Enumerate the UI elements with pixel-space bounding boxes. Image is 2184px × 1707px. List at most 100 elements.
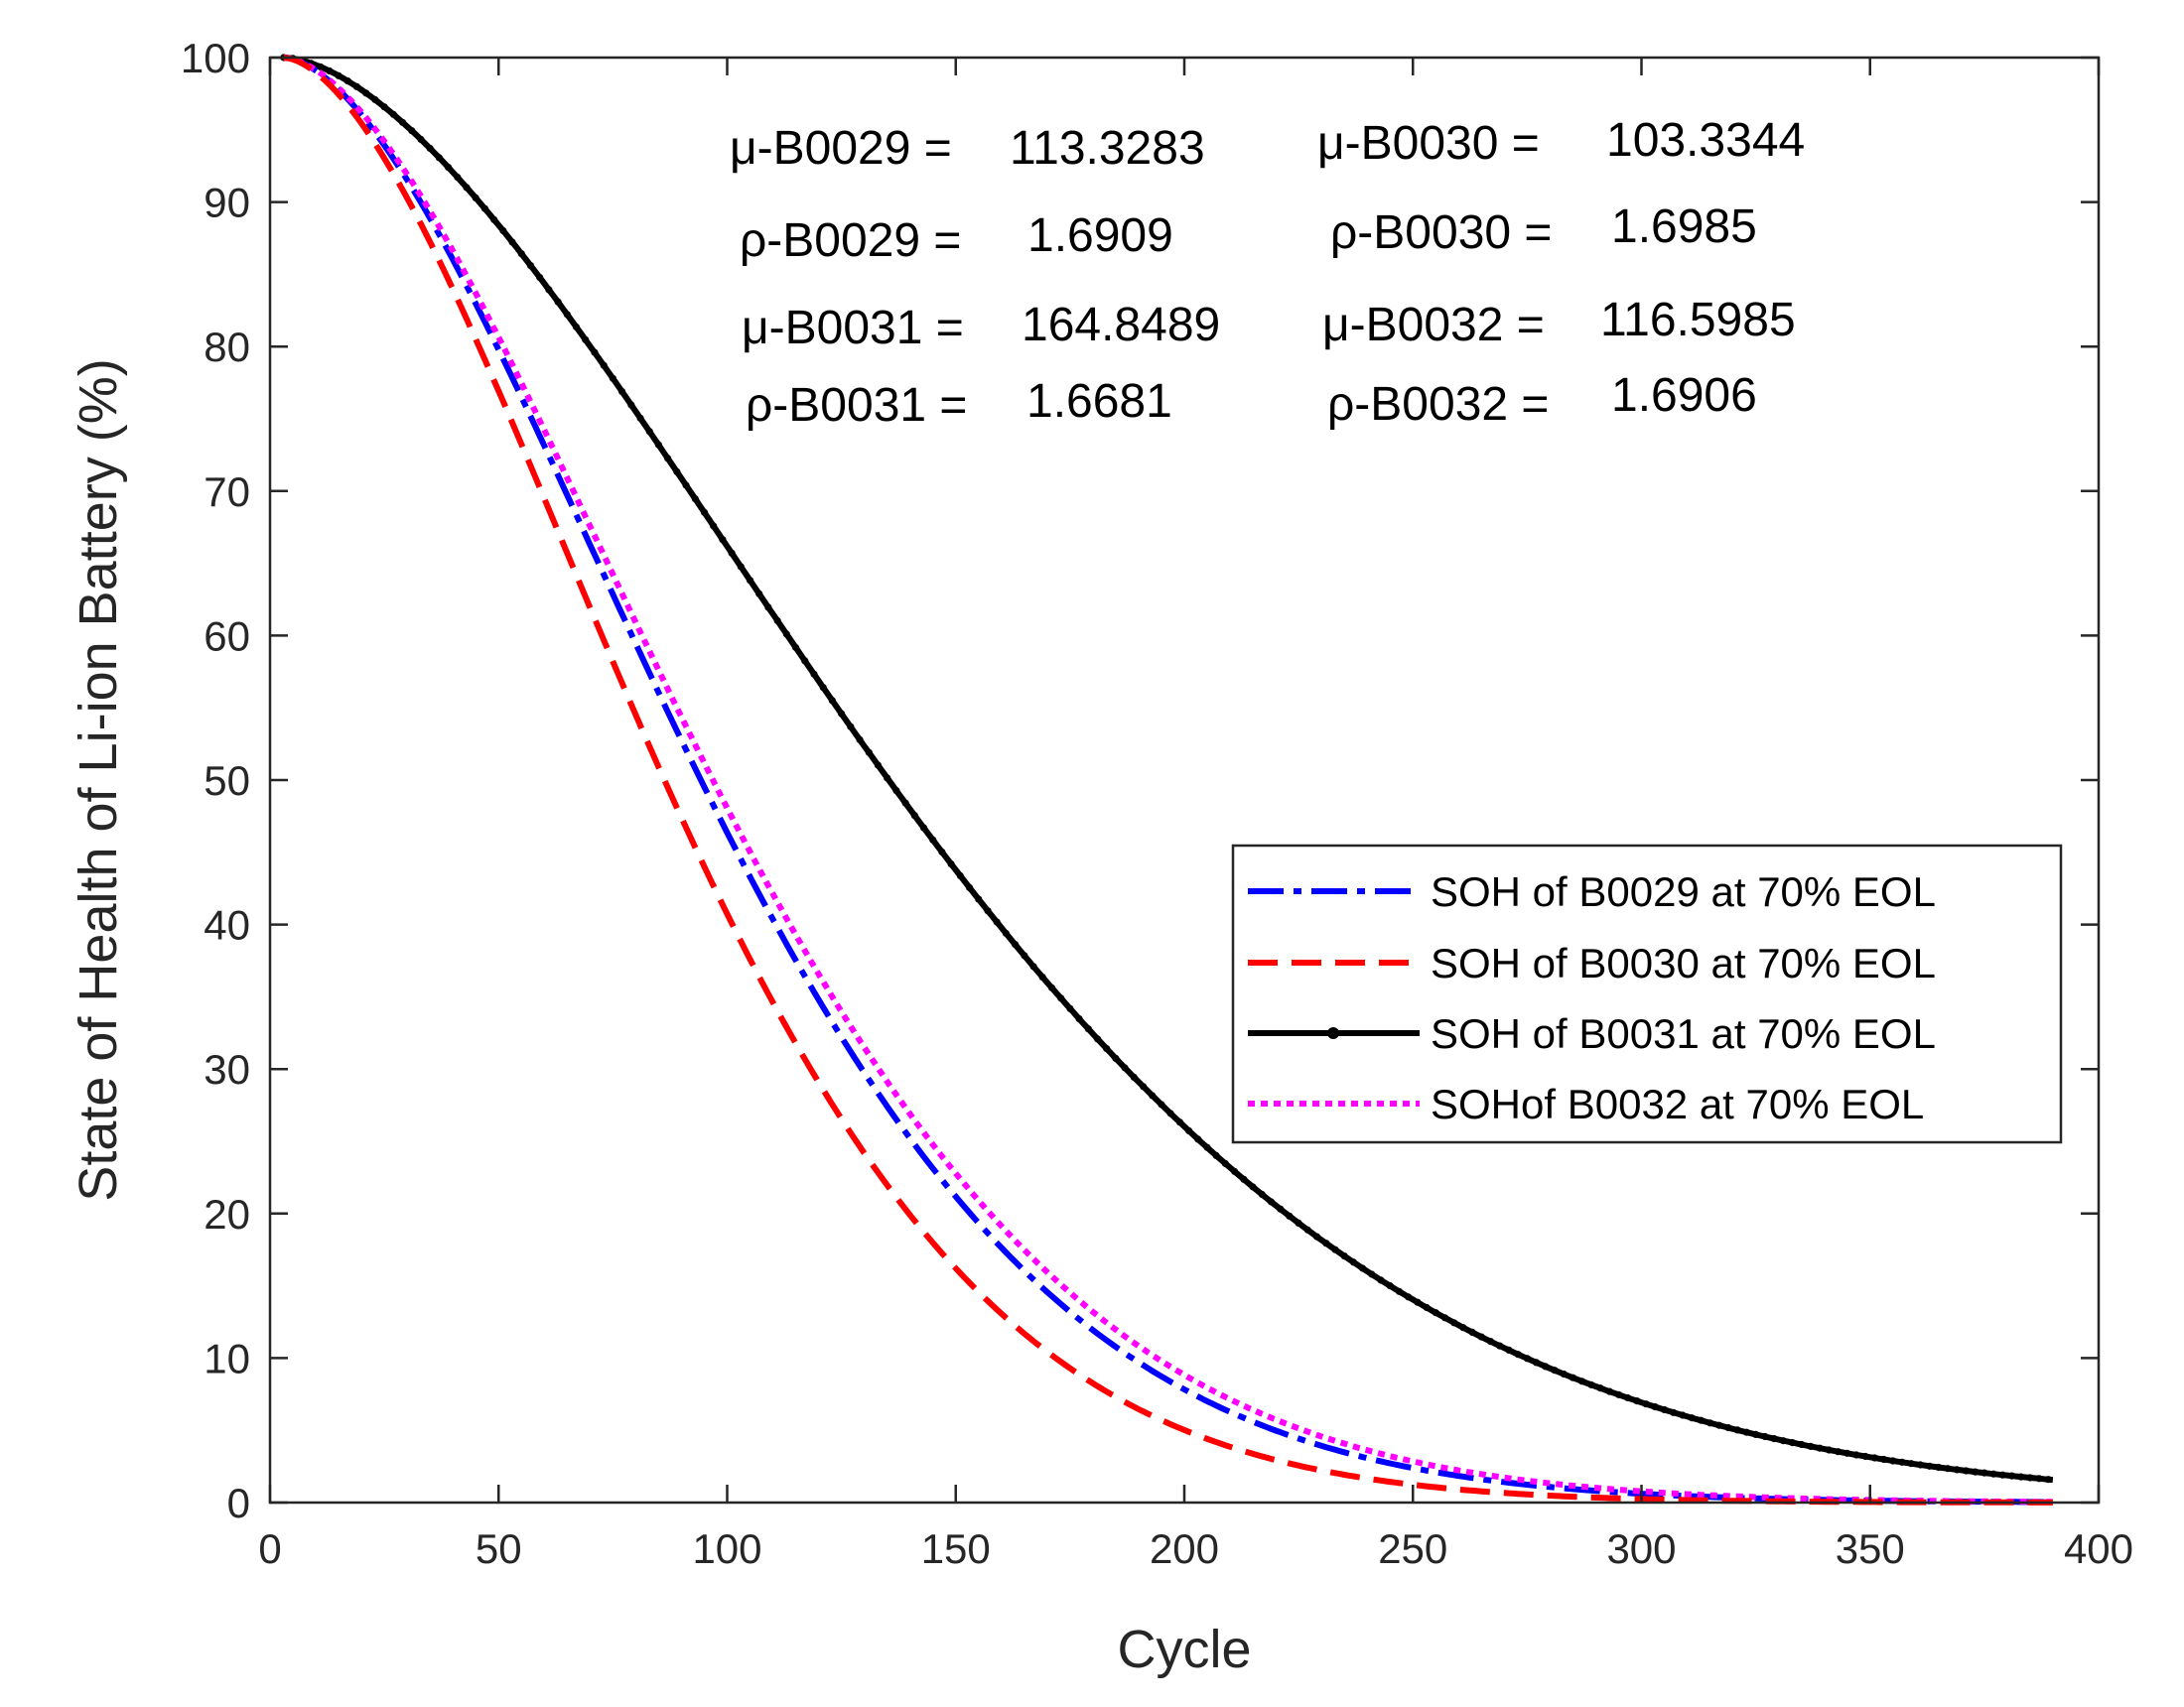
series-point-soh-of-b0031-at-70-eol [545,286,553,294]
series-point-soh-of-b0031-at-70-eol [1907,1460,1915,1468]
x-tick-label-100: 100 [692,1525,761,1572]
annotation-mu-b0031-value: 164.8489 [1022,299,1220,351]
annotation-rho-b0032-value: 1.6906 [1611,369,1757,422]
series-point-soh-of-b0031-at-70-eol [691,495,699,503]
parameter-annotations: μ-B0029 = 113.3283 ρ-B0029 = 1.6909 μ-B0… [730,114,1805,432]
y-tick-label-90: 90 [204,180,250,226]
series-point-soh-of-b0031-at-70-eol [2026,1474,2034,1482]
series-point-soh-of-b0031-at-70-eol [2044,1476,2052,1484]
x-tick-label-400: 400 [2064,1525,2133,1572]
series-point-soh-of-b0031-at-70-eol [1349,1258,1357,1266]
series-point-soh-of-b0031-at-70-eol [966,883,974,892]
series-point-soh-of-b0031-at-70-eol [1386,1282,1394,1290]
series-point-soh-of-b0031-at-70-eol [792,643,800,652]
series-point-soh-of-b0031-at-70-eol [1277,1205,1285,1213]
series-point-soh-of-b0031-at-70-eol [591,348,599,356]
series-point-soh-of-b0031-at-70-eol [1733,1426,1741,1434]
series-point-soh-of-b0031-at-70-eol [728,549,736,557]
series-point-soh-of-b0031-at-70-eol [1166,1110,1174,1117]
y-tick-label-0: 0 [227,1480,250,1526]
series-point-soh-of-b0031-at-70-eol [947,860,955,868]
series-point-soh-of-b0031-at-70-eol [975,895,983,903]
series-point-soh-of-b0031-at-70-eol [1468,1328,1476,1336]
series-point-soh-of-b0031-at-70-eol [1021,952,1028,960]
series-point-soh-of-b0031-at-70-eol [1440,1314,1449,1322]
series-point-soh-of-b0031-at-70-eol [1405,1293,1413,1301]
series-point-soh-of-b0031-at-70-eol [417,135,425,144]
annotation-mu-b0032-value: 116.5985 [1600,294,1796,346]
ticks-layer: 0 50 100 150 200 250 300 350 400 0 10 20 30 40 50 60 70 8… [181,35,2133,1572]
series-point-soh-of-b0031-at-70-eol [371,95,379,104]
series-point-soh-of-b0031-at-70-eol [609,374,617,382]
y-tick-label-80: 80 [204,324,250,370]
series-point-soh-of-b0031-at-70-eol [1834,1448,1843,1456]
series-point-soh-of-b0031-at-70-eol [1368,1270,1376,1278]
x-tick-label-250: 250 [1378,1525,1447,1572]
series-point-soh-of-b0031-at-70-eol [563,311,571,319]
series-point-soh-of-b0031-at-70-eol [1779,1437,1787,1445]
series-point-soh-of-b0031-at-70-eol [1843,1449,1851,1457]
annotation-mu-b0029-label: μ-B0029 = [730,122,952,175]
series-point-soh-of-b0031-at-70-eol [445,164,453,172]
series-point-soh-of-b0031-at-70-eol [1870,1454,1878,1462]
series-point-soh-of-b0031-at-70-eol [326,66,334,75]
series-point-soh-of-b0031-at-70-eol [362,89,370,97]
series-point-soh-of-b0031-at-70-eol [737,563,745,571]
series-point-soh-of-b0031-at-70-eol [1569,1374,1576,1381]
annotation-rho-b0030-label: ρ-B0030 = [1330,206,1552,259]
series-point-soh-of-b0031-at-70-eol [490,215,498,223]
series-point-soh-of-b0031-at-70-eol [819,684,827,692]
series-point-soh-of-b0031-at-70-eol [1880,1455,1888,1464]
series-point-soh-of-b0031-at-70-eol [517,250,525,258]
series-point-soh-of-b0031-at-70-eol [1935,1463,1943,1472]
y-tick-label-40: 40 [204,902,250,949]
series-point-soh-of-b0031-at-70-eol [1002,929,1011,938]
series-point-soh-of-b0031-at-70-eol [746,577,754,585]
series-line-sohof-b0032-at-70-eol [283,55,2053,1506]
series-point-soh-of-b0031-at-70-eol [627,401,635,409]
series-point-soh-of-b0031-at-70-eol [2007,1472,2016,1480]
series-point-soh-of-b0031-at-70-eol [884,774,891,782]
series-point-soh-of-b0031-at-70-eol [1798,1440,1806,1449]
series-point-soh-of-b0031-at-70-eol [1203,1143,1211,1151]
series-point-soh-of-b0031-at-70-eol [1093,1035,1102,1043]
series-point-soh-of-b0031-at-70-eol [1047,984,1056,991]
y-tick-label-100: 100 [181,35,250,81]
series-point-soh-of-b0031-at-70-eol [1194,1135,1202,1143]
series-point-soh-of-b0031-at-70-eol [1578,1378,1586,1385]
series-point-soh-of-b0031-at-70-eol [1140,1083,1148,1091]
series-point-soh-of-b0031-at-70-eol [1587,1380,1595,1388]
series-point-soh-of-b0031-at-70-eol [582,335,590,343]
series-point-soh-of-b0031-at-70-eol [773,616,781,625]
series-line-soh-of-b0030-at-70-eol [283,55,2053,1506]
series-point-soh-of-b0031-at-70-eol [1212,1151,1220,1160]
series-point-soh-of-b0031-at-70-eol [1679,1411,1687,1419]
series-point-soh-of-b0031-at-70-eol [1715,1421,1723,1429]
series-point-soh-of-b0031-at-70-eol [1340,1252,1348,1260]
series-point-soh-of-b0031-at-70-eol [536,274,544,282]
x-tick-label-350: 350 [1836,1525,1905,1572]
series-point-soh-of-b0031-at-70-eol [1624,1393,1632,1402]
series-point-soh-of-b0031-at-70-eol [389,110,397,118]
series-point-soh-of-b0031-at-70-eol [499,226,507,235]
series-point-soh-of-b0031-at-70-eol [1185,1126,1193,1134]
series-point-soh-of-b0031-at-70-eol [1359,1264,1367,1272]
y-tick-label-20: 20 [204,1191,250,1238]
legend: SOH of B0029 at 70% EOL SOH of B0030 at … [1231,844,2063,1144]
series-point-soh-of-b0031-at-70-eol [710,522,718,530]
series-point-soh-of-b0031-at-70-eol [1614,1390,1623,1398]
annotation-mu-b0031-label: μ-B0031 = [742,302,964,354]
legend-label-b0032: SOHof B0032 at 70% EOL [1431,1081,1924,1127]
series-point-soh-of-b0031-at-70-eol [782,630,791,638]
series-point-soh-of-b0031-at-70-eol [1221,1159,1229,1168]
series-point-soh-of-b0031-at-70-eol [1980,1469,1988,1477]
series-point-soh-of-b0031-at-70-eol [554,298,562,306]
annotation-rho-b0030-value: 1.6985 [1611,200,1757,253]
series-point-soh-of-b0031-at-70-eol [1286,1212,1294,1220]
series-point-soh-of-b0031-at-70-eol [480,204,488,212]
series-point-soh-of-b0031-at-70-eol [454,174,462,182]
series-point-soh-of-b0031-at-70-eol [938,848,946,856]
annotation-mu-b0029-value: 113.3283 [1010,122,1205,175]
y-tick-label-60: 60 [204,612,250,659]
series-point-soh-of-b0031-at-70-eol [1953,1466,1961,1474]
